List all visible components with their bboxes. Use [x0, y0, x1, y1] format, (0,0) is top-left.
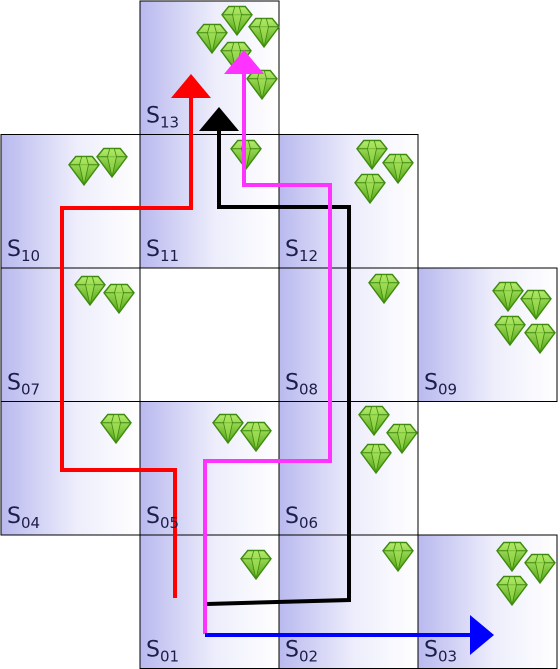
gem-icon [354, 173, 386, 205]
cell-label-s13: S13 [146, 104, 179, 132]
gem-icon [240, 549, 272, 581]
path-black [199, 107, 351, 606]
gem-icon [100, 413, 132, 445]
cell-label-s02: S02 [285, 638, 318, 666]
gem-icon [96, 147, 128, 179]
cell-label-s03: S03 [424, 638, 457, 666]
gem-icon [240, 421, 272, 453]
cell-label-s12: S12 [285, 237, 318, 265]
cell-label-s11: S11 [146, 237, 179, 265]
gem-icon [212, 413, 244, 445]
gem-icon [221, 5, 253, 37]
gem-icon [386, 423, 418, 455]
gem-icon [520, 289, 552, 321]
gem-icon [356, 139, 388, 171]
gem-icon [360, 443, 392, 475]
gem-icon [68, 155, 100, 187]
gem-icon [382, 153, 414, 185]
gem-icon [382, 541, 414, 573]
gem-icon [494, 315, 526, 347]
cell-label-s10: S10 [7, 237, 40, 265]
gem-icon [496, 575, 528, 607]
gem-icon [524, 323, 556, 355]
cell-label-s06: S06 [285, 504, 318, 532]
cell-label-s04: S04 [7, 504, 40, 532]
gem-icon [248, 17, 280, 49]
gem-icon [196, 23, 228, 55]
gem-icon [492, 281, 524, 313]
gem-icon [358, 405, 390, 437]
cell-label-s01: S01 [146, 638, 179, 666]
cell-label-s05: S05 [146, 504, 179, 532]
gem-icon [103, 283, 135, 315]
path-red [60, 74, 211, 598]
cell-label-s08: S08 [285, 371, 318, 399]
path-magenta [203, 50, 332, 634]
cell-label-s07: S07 [7, 371, 40, 399]
gem-icon [524, 553, 556, 585]
gem-icon [368, 273, 400, 305]
gem-icon [74, 275, 106, 307]
cell-label-s09: S09 [424, 371, 457, 399]
gem-icon [496, 541, 528, 573]
